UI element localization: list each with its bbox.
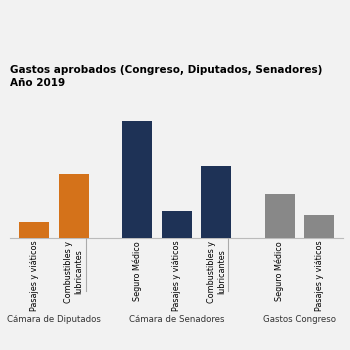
Bar — [202, 166, 231, 238]
Text: Gastos aprobados (Congreso, Diputados, Senadores)
Año 2019: Gastos aprobados (Congreso, Diputados, S… — [10, 65, 323, 88]
Text: Cámara de Diputados: Cámara de Diputados — [7, 315, 101, 324]
Bar — [59, 174, 89, 238]
Bar — [19, 222, 49, 238]
Bar — [304, 215, 334, 238]
Bar — [265, 194, 294, 238]
Bar — [162, 211, 191, 238]
Text: Cámara de Senadores: Cámara de Senadores — [129, 315, 224, 324]
Bar — [122, 121, 152, 238]
Text: Gastos Congreso: Gastos Congreso — [263, 315, 336, 324]
